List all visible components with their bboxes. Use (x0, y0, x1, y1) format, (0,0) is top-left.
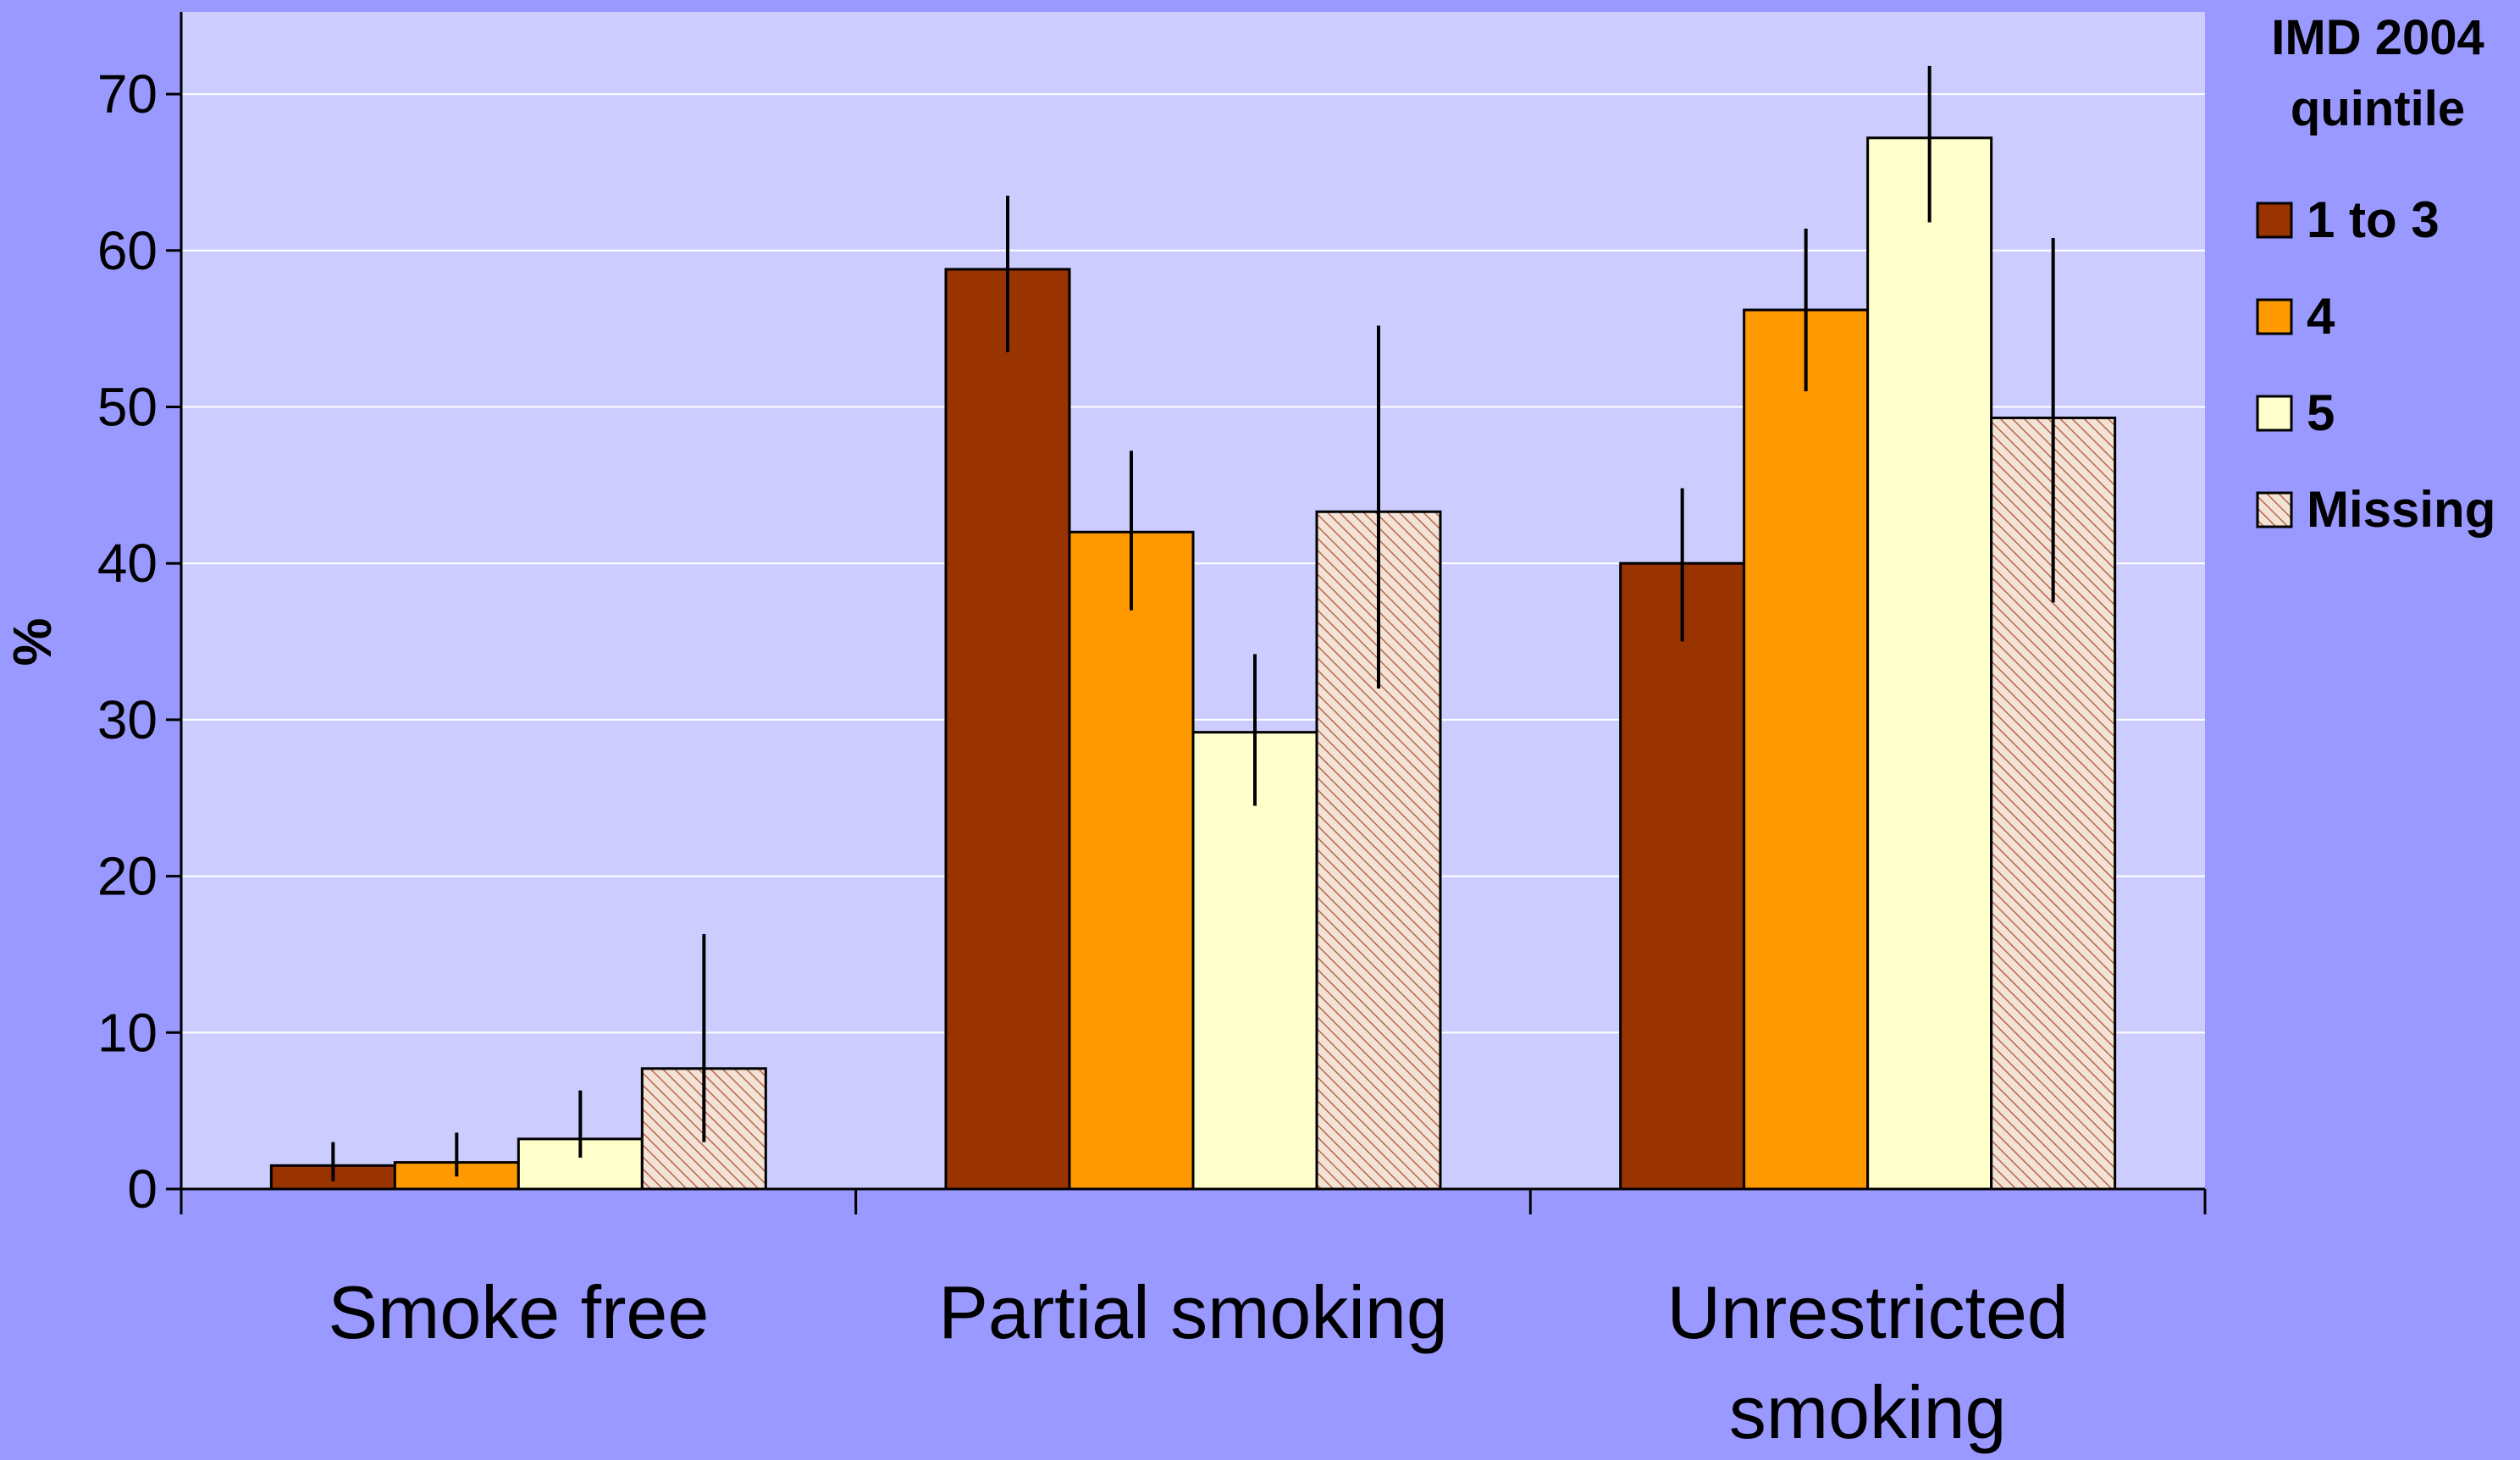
bar-5 (1866, 136, 1993, 1191)
legend-swatch (2256, 298, 2293, 335)
y-tick-label: 0 (127, 1159, 158, 1219)
legend-label: 4 (2307, 288, 2335, 345)
y-tick-label: 50 (97, 377, 158, 438)
error-bars-group (331, 65, 2055, 1181)
x-category-label: Partial smoking (938, 1270, 1448, 1354)
x-category-label: Unrestricted (1666, 1270, 2068, 1354)
y-tick-label: 20 (97, 846, 158, 907)
y-tick-label: 60 (97, 220, 158, 281)
x-category-label: Smoke free (328, 1270, 709, 1354)
bar-1-to-3 (944, 268, 1071, 1191)
legend: IMD 2004 quintile 1 to 3 4 5 Missing (2256, 10, 2495, 538)
y-tick-label: 70 (97, 64, 158, 124)
y-tick-label: 30 (97, 689, 158, 750)
legend-title: quintile (2291, 81, 2465, 136)
y-tick-label: 40 (97, 533, 158, 594)
legend-label: 5 (2307, 384, 2335, 441)
x-category-labels: Smoke free Partial smoking Unrestricted smo… (328, 1270, 2069, 1454)
axes (180, 12, 2207, 1214)
bar-1-to-3 (1619, 561, 1746, 1191)
legend-label: Missing (2307, 481, 2495, 538)
y-tick-labels: 0 10 20 30 40 50 60 70 (97, 64, 158, 1219)
legend-swatch (2256, 491, 2293, 528)
bar-4 (1068, 530, 1195, 1191)
y-tick-label: 10 (97, 1002, 158, 1063)
legend-label: 1 to 3 (2307, 191, 2440, 248)
legend-swatch (2256, 202, 2293, 239)
x-category-label: smoking (1729, 1370, 2007, 1454)
y-axis-title: % (2, 618, 63, 666)
bar-4 (1743, 308, 1870, 1191)
bars-group (269, 136, 2117, 1191)
bar-5 (1191, 731, 1318, 1191)
legend-swatch (2256, 395, 2293, 432)
legend-title: IMD 2004 (2271, 10, 2484, 65)
